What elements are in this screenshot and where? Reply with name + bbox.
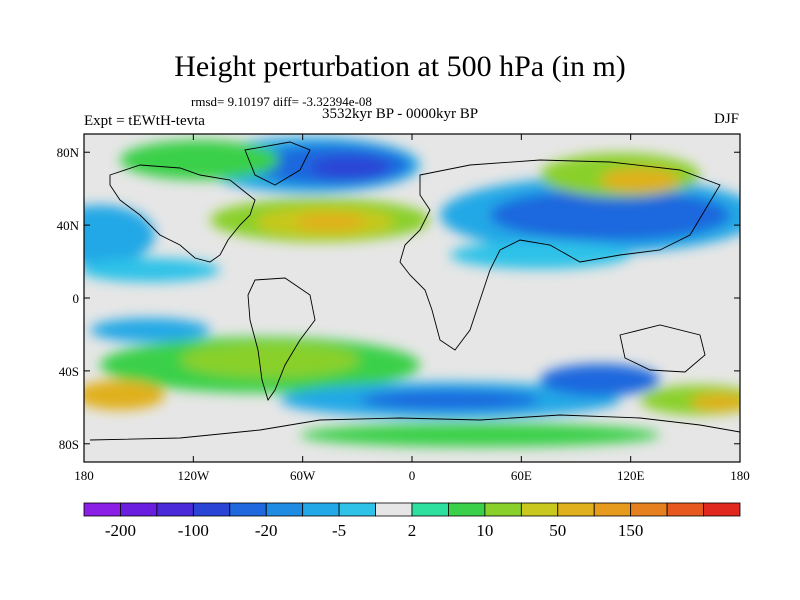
blob-wpac-edge bbox=[84, 205, 155, 265]
colorbar-label: -20 bbox=[255, 521, 278, 540]
colorbar-label: -200 bbox=[105, 521, 136, 540]
colorbar-swatch bbox=[265, 502, 304, 517]
colorbar-swatch bbox=[448, 502, 486, 517]
blob-south-indian bbox=[540, 364, 660, 396]
blob-tropics-east-pac bbox=[84, 258, 220, 282]
colorbar-label: -100 bbox=[178, 521, 209, 540]
colorbar-label: 50 bbox=[549, 521, 566, 540]
colorbar-label: 10 bbox=[476, 521, 493, 540]
map-title: Height perturbation at 500 hPa (in m) bbox=[174, 50, 626, 83]
colorbar-label: -5 bbox=[332, 521, 346, 540]
coast-south-america bbox=[247, 277, 316, 402]
blob-npac-inner bbox=[490, 189, 730, 241]
y-tick-label: 0 bbox=[73, 291, 80, 306]
colorbar-label: 150 bbox=[618, 521, 644, 540]
y-tick-label: 40S bbox=[59, 364, 79, 379]
colorbar bbox=[83, 502, 741, 517]
coast-north-america bbox=[109, 164, 256, 263]
x-tick-label: 60W bbox=[290, 468, 316, 483]
colorbar-swatch bbox=[520, 502, 559, 517]
x-tick-label: 120W bbox=[177, 468, 210, 483]
blob-shem-pac-core bbox=[84, 380, 165, 410]
y-tick-label: 40N bbox=[57, 218, 80, 233]
axis-ticks bbox=[83, 134, 741, 462]
x-tick-label: 120E bbox=[617, 468, 645, 483]
y-tick-label: 80S bbox=[59, 437, 79, 452]
period-label: 3532kyr BP - 0000kyr BP bbox=[322, 106, 479, 122]
colorbar-swatch bbox=[630, 502, 668, 517]
blob-south-pac-west bbox=[90, 318, 210, 342]
coast-greenland bbox=[244, 141, 311, 186]
coast-australia bbox=[619, 324, 706, 373]
contour-field bbox=[84, 134, 740, 462]
y-tick-label: 80N bbox=[57, 145, 80, 160]
colorbar-swatch bbox=[411, 502, 449, 517]
colorbar-swatch bbox=[302, 502, 340, 517]
blob-antarctic bbox=[300, 423, 660, 447]
blob-greenland bbox=[120, 140, 280, 180]
x-tick-label: 0 bbox=[409, 468, 416, 483]
blob-siberia-core bbox=[600, 168, 680, 192]
colorbar-swatch bbox=[703, 502, 741, 517]
blob-tropics-indian bbox=[450, 241, 630, 269]
colorbar-swatch bbox=[120, 502, 158, 517]
experiment-label: Expt = tEWtH-tevta bbox=[84, 113, 205, 129]
colorbar-swatch bbox=[557, 502, 595, 517]
blob-shem-east-core bbox=[690, 393, 740, 411]
colorbar-swatch bbox=[156, 502, 194, 517]
x-tick-label: 180 bbox=[74, 468, 94, 483]
blob-arctic-core bbox=[310, 156, 390, 180]
colorbar-labels: -200 -100 -20 -5 2 10 50 150 bbox=[105, 521, 644, 540]
coast-antarctica bbox=[89, 414, 740, 441]
x-axis-labels: 180 120W 60W 0 60E 120E 180 bbox=[74, 468, 750, 483]
x-tick-label: 60E bbox=[511, 468, 532, 483]
blob-natl-core bbox=[295, 213, 365, 231]
blob-southern-ocean-inner bbox=[360, 390, 540, 410]
blob-shem-band-inner bbox=[180, 342, 360, 378]
colorbar-swatch bbox=[666, 502, 704, 517]
colorbar-swatch bbox=[192, 502, 231, 517]
colorbar-swatch bbox=[229, 502, 267, 517]
y-axis-labels: 80N 40N 0 40S 80S bbox=[57, 145, 80, 452]
coastlines bbox=[89, 141, 740, 441]
colorbar-swatch bbox=[484, 502, 522, 517]
colorbar-label: 2 bbox=[408, 521, 417, 540]
coast-eurasia-africa bbox=[399, 159, 721, 351]
x-tick-label: 180 bbox=[730, 468, 750, 483]
stats-text: rmsd= 9.10197 diff= -3.32394e-08 bbox=[191, 94, 372, 109]
colorbar-swatch bbox=[83, 502, 121, 517]
colorbar-swatch bbox=[593, 502, 632, 517]
season-label: DJF bbox=[713, 111, 739, 127]
colorbar-swatch bbox=[338, 502, 376, 517]
colorbar-swatch bbox=[375, 502, 413, 517]
